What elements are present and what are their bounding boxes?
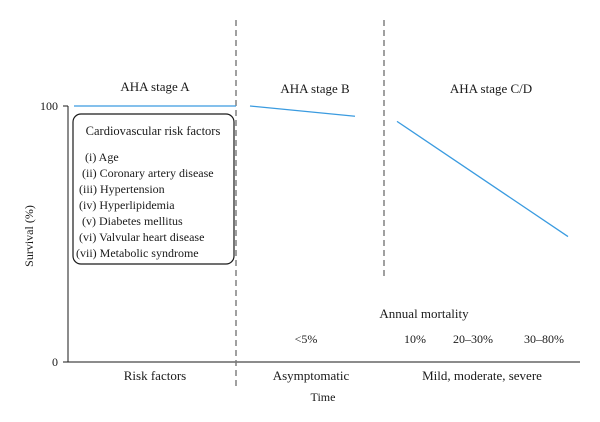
stage-cd-title: AHA stage C/D — [450, 81, 532, 96]
mortality-stage-b: <5% — [295, 332, 318, 346]
stage-b-title: AHA stage B — [280, 81, 350, 96]
stage-cd-category: Mild, moderate, severe — [422, 368, 542, 383]
y-tick-label-100: 100 — [40, 99, 58, 113]
risk-factor-item: (iii) Hypertension — [79, 182, 165, 196]
risk-factors-title: Cardiovascular risk factors — [86, 124, 221, 138]
y-tick-label-0: 0 — [52, 355, 58, 369]
stage-a-category: Risk factors — [124, 368, 186, 383]
stage-a-title: AHA stage A — [120, 79, 190, 94]
stage-b-category: Asymptomatic — [273, 368, 350, 383]
survival-line-stage-b — [249, 105, 356, 117]
risk-factors-box — [72, 113, 235, 265]
mortality-stage-cd-mild: 10% — [404, 332, 426, 346]
mortality-stage-cd-moderate: 20–30% — [453, 332, 493, 346]
risk-factor-item: (vi) Valvular heart disease — [79, 230, 204, 244]
annual-mortality-label: Annual mortality — [379, 306, 469, 321]
risk-factor-item: (i) Age — [85, 150, 119, 164]
x-axis-label: Time — [311, 390, 336, 404]
risk-factor-item: (ii) Coronary artery disease — [82, 166, 214, 180]
risk-factor-item: (vii) Metabolic syndrome — [76, 246, 199, 260]
mortality-stage-cd-severe: 30–80% — [524, 332, 564, 346]
risk-factor-item: (v) Diabetes mellitus — [82, 214, 183, 228]
survival-line-stage-cd — [396, 120, 569, 238]
risk-factor-item: (iv) Hyperlipidemia — [79, 198, 175, 212]
y-axis-label: Survival (%) — [22, 205, 36, 267]
